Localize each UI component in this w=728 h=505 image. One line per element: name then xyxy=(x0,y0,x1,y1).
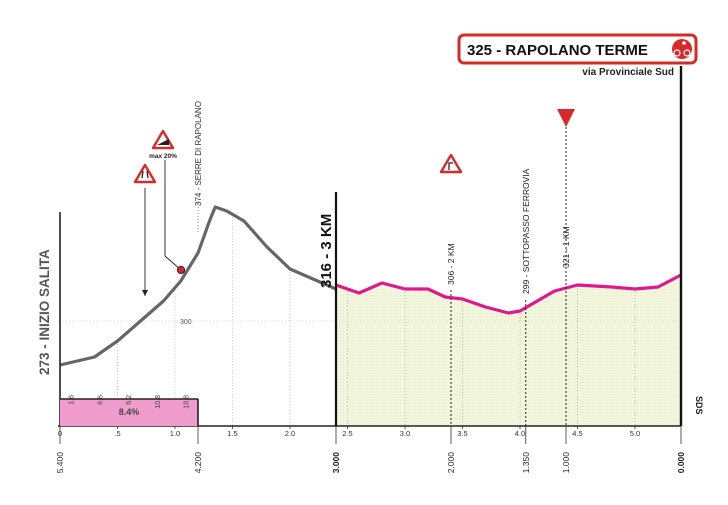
finish-cyclist-wheel xyxy=(673,49,681,57)
x-tick-label: 3.0 xyxy=(400,429,410,438)
x-tick-label: 5.0 xyxy=(630,429,640,438)
flamme-rouge-triangle-icon xyxy=(557,109,575,127)
max-gradient-pointer xyxy=(164,160,182,271)
x-tick-label: 2.5 xyxy=(342,429,352,438)
x-tick-label: 2.0 xyxy=(285,429,295,438)
underpass-label: 299 - SOTTOPASSO FERROVIA xyxy=(521,168,531,294)
steep-climb-icon xyxy=(151,129,175,150)
road-narrowing-icon xyxy=(133,163,157,184)
x-tick-label: .5 xyxy=(114,429,120,438)
average-gradient-bar xyxy=(60,399,198,426)
remaining-distance-label: 3.000 xyxy=(331,452,341,474)
x-tick-label: 1.5 xyxy=(227,429,237,438)
finish-cyclist-head xyxy=(682,41,686,45)
final-km-area xyxy=(336,275,681,426)
x-tick-label: 3.5 xyxy=(457,429,467,438)
finish-subtitle: via Provinciale Sud xyxy=(582,67,674,78)
summit-label: 374 - SERRE DI RAPOLANO xyxy=(194,101,203,206)
approach-profile-line xyxy=(59,205,337,367)
approach-area xyxy=(60,207,336,426)
x-tick-label: 1.0 xyxy=(170,429,180,438)
segment-gradient-label: 6.2 xyxy=(126,395,133,405)
remaining-distance-label: 4.200 xyxy=(193,452,203,474)
finish-cyclist-wheel xyxy=(683,49,691,57)
final-km-profile-line xyxy=(335,273,682,315)
road-narrowing-arrowhead xyxy=(142,290,148,296)
reference-altitude-label: 300 xyxy=(180,319,192,326)
sds-label: SDS xyxy=(694,396,704,415)
segment-gradient-label: 10.8 xyxy=(155,395,162,409)
finish-cyclist-icon xyxy=(672,39,692,59)
average-gradient-label: 8.4% xyxy=(119,407,140,417)
segment-gradient-label: 1.6 xyxy=(69,395,76,405)
two-km-label: 306 - 2 KM xyxy=(446,243,456,285)
remaining-distance-label: 0.000 xyxy=(676,452,686,474)
x-tick-label: 4.0 xyxy=(515,429,525,438)
remaining-distance-label: 5.400 xyxy=(55,452,65,474)
one-km-label: 321 - 1 KM xyxy=(561,226,571,268)
remaining-distance-label: 1.000 xyxy=(561,452,571,474)
climb-start-label: 273 - INIZIO SALITA xyxy=(37,249,52,375)
remaining-distance-label: 2.000 xyxy=(446,452,456,474)
steep-climb-glyph xyxy=(157,139,169,145)
max-gradient-label: max 20% xyxy=(149,153,177,160)
max-gradient-point xyxy=(176,265,186,275)
x-tick-label: 4.5 xyxy=(572,429,582,438)
road-narrowing-glyph xyxy=(141,170,149,179)
sharp-turn-glyph xyxy=(448,162,453,170)
segment-gradient-label: 18.8 xyxy=(184,395,191,409)
finish-title: 325 - RAPOLANO TERME xyxy=(467,42,648,59)
segment-gradient-label: 6.6 xyxy=(97,395,104,405)
remaining-distance-label: 1.350 xyxy=(521,452,531,474)
finish-title-box xyxy=(457,33,698,65)
three-km-label: 316 - 3 KM xyxy=(318,214,335,288)
